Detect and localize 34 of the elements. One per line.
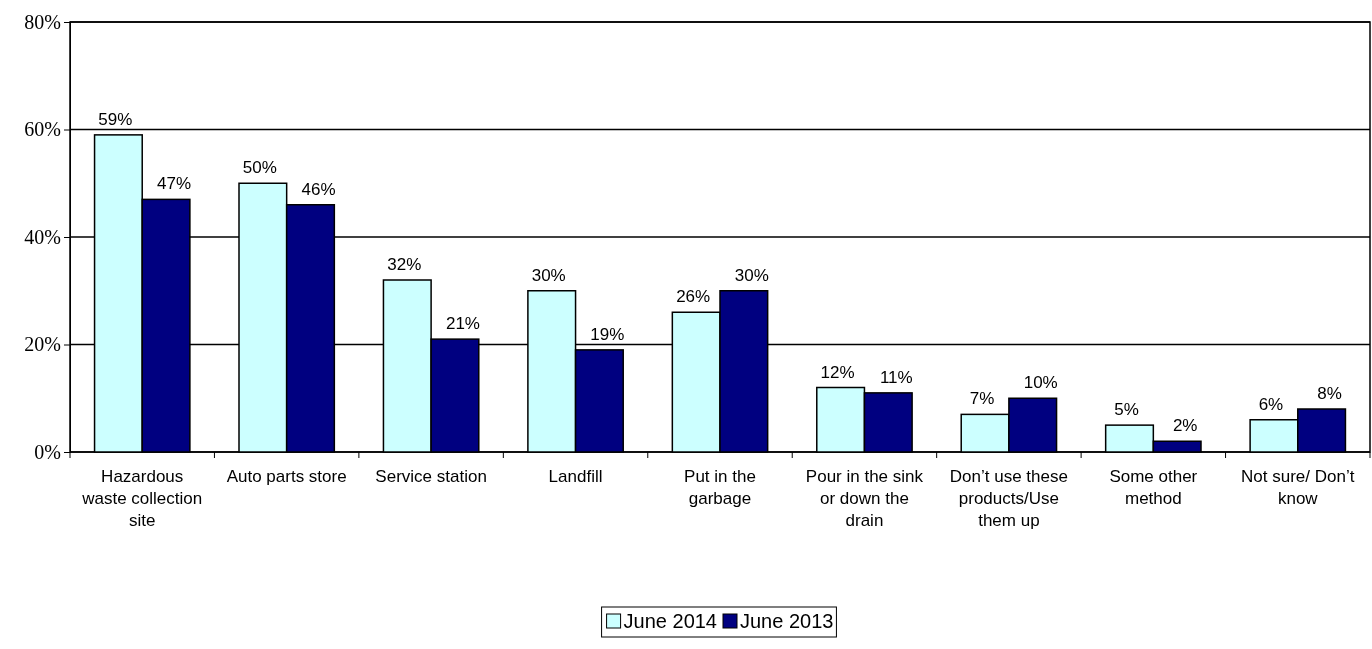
data-label: 7% [969,389,995,409]
data-label: 12% [820,362,855,382]
data-label: 11% [879,367,913,387]
legend-label: June 2013 [740,610,834,632]
x-tick-label: Landfill [548,467,603,486]
data-label: 46% [301,179,336,199]
data-label: 10% [1023,373,1058,393]
data-label: 59% [98,109,133,129]
data-label: 21% [445,314,480,334]
data-label: 6% [1258,394,1284,414]
y-tick-label: 0% [34,440,61,463]
data-label: 8% [1317,384,1342,403]
data-label: 5% [1114,400,1139,420]
x-tick-label: Service station [375,467,487,486]
x-tick-label: Pour in the sink or down the drain [805,467,924,530]
data-label: 30% [734,265,769,285]
y-tick-label: 40% [24,225,61,248]
x-tick-label: Auto parts store [226,467,347,486]
x-tick-label: Hazardous waste collection site [81,467,203,530]
data-label: 30% [531,265,566,285]
data-label: 2% [1172,416,1198,436]
y-tick-label: 60% [24,118,61,141]
data-label: 50% [242,158,277,178]
x-tick-label: Put in the garbage [684,467,756,508]
x-tick-label: Not sure/ Don’t know [1241,467,1355,508]
data-label: 32% [387,255,422,274]
data-label: 26% [676,287,711,307]
data-label: 19% [590,324,625,344]
data-label: 47% [157,174,192,194]
x-tick-label: Don’t use these products/Use them up [949,467,1068,530]
legend-label: June 2014 [623,610,717,632]
x-tick-label: Some other method [1109,467,1198,508]
y-tick-label: 20% [24,333,61,356]
y-tick-label: 80% [24,10,61,33]
